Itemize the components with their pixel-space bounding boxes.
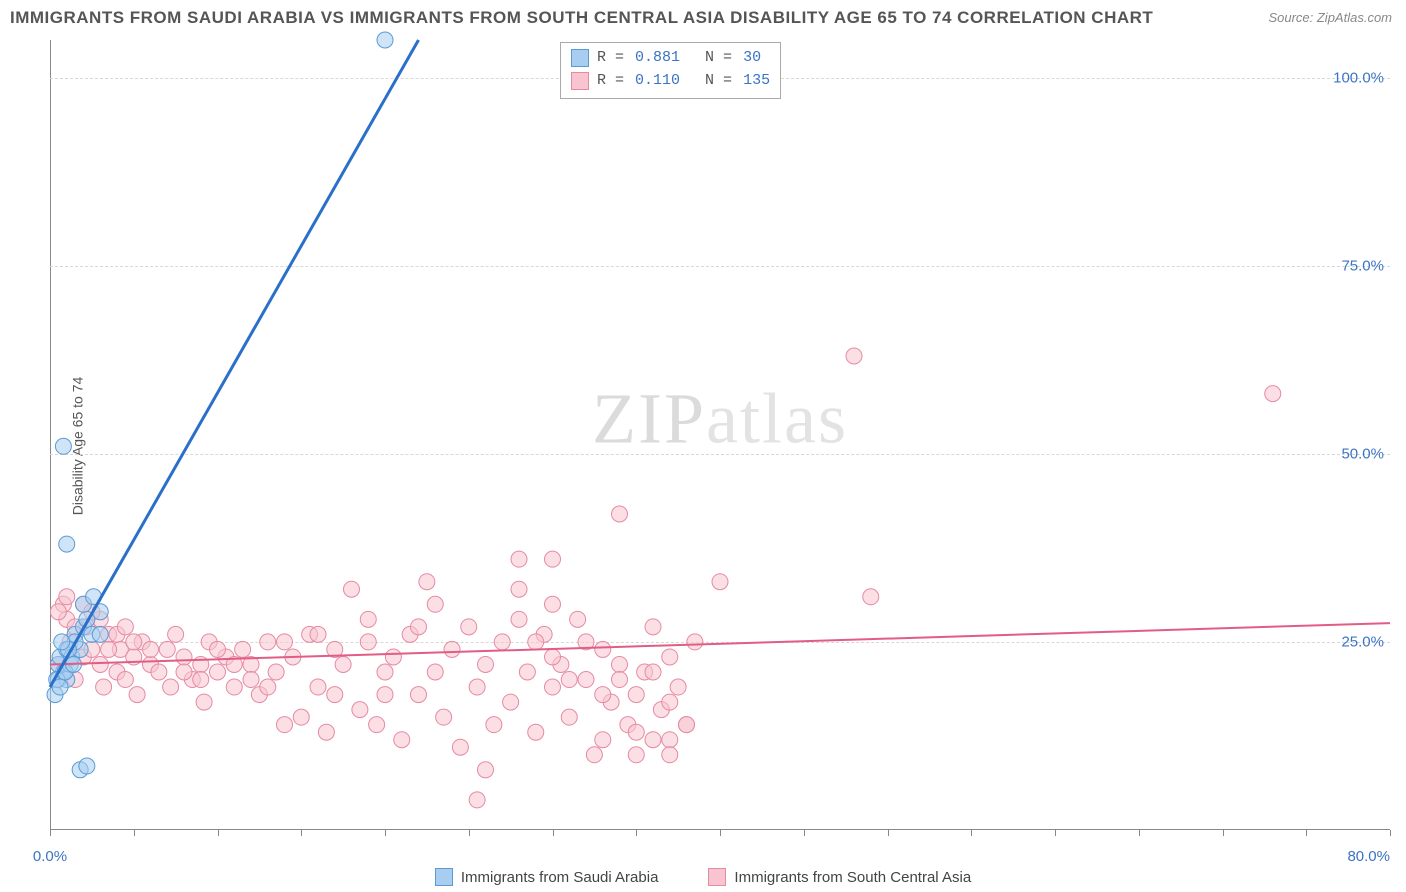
trend-lines — [50, 40, 1390, 830]
r-value-a: 0.881 — [635, 49, 680, 66]
source-attribution: Source: ZipAtlas.com — [1268, 10, 1392, 25]
n-value-a: 30 — [743, 49, 761, 66]
plot-area: 25.0%50.0%75.0%100.0% ZIPatlas R = 0.881… — [50, 40, 1390, 830]
x-axis-min-label: 0.0% — [33, 848, 67, 865]
swatch-series-b-bottom — [708, 868, 726, 886]
swatch-series-a — [571, 49, 589, 67]
r-value-b: 0.110 — [635, 72, 680, 89]
swatch-series-b — [571, 72, 589, 90]
chart-title: IMMIGRANTS FROM SAUDI ARABIA VS IMMIGRAN… — [10, 8, 1153, 28]
n-value-b: 135 — [743, 72, 770, 89]
legend-item-series-b: Immigrants from South Central Asia — [708, 868, 971, 886]
series-b-name: Immigrants from South Central Asia — [734, 869, 971, 886]
stats-legend: R = 0.881 N = 30 R = 0.110 N = 135 — [560, 42, 781, 99]
series-a-name: Immigrants from Saudi Arabia — [461, 869, 659, 886]
stats-row-series-b: R = 0.110 N = 135 — [571, 70, 770, 93]
x-axis-max-label: 80.0% — [1347, 848, 1390, 865]
bottom-legend: Immigrants from Saudi Arabia Immigrants … — [0, 868, 1406, 886]
swatch-series-a-bottom — [435, 868, 453, 886]
legend-item-series-a: Immigrants from Saudi Arabia — [435, 868, 659, 886]
stats-row-series-a: R = 0.881 N = 30 — [571, 47, 770, 70]
